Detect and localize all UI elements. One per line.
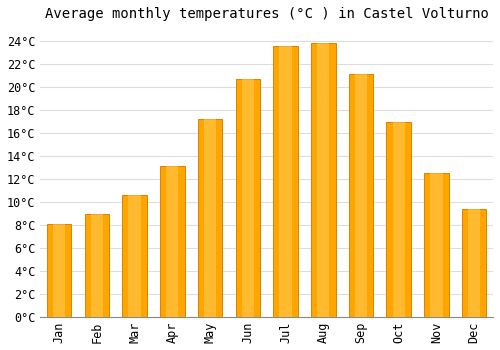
- Bar: [204, 119, 216, 317]
- Bar: [160, 166, 184, 317]
- Bar: [47, 224, 72, 317]
- Bar: [430, 173, 442, 317]
- Bar: [274, 46, 298, 317]
- Bar: [386, 122, 411, 317]
- Bar: [128, 195, 141, 317]
- Bar: [468, 209, 480, 317]
- Bar: [53, 224, 66, 317]
- Bar: [242, 78, 254, 317]
- Bar: [280, 46, 291, 317]
- Bar: [424, 173, 448, 317]
- Bar: [392, 122, 405, 317]
- Bar: [355, 74, 367, 317]
- Bar: [122, 195, 147, 317]
- Title: Average monthly temperatures (°C ) in Castel Volturno: Average monthly temperatures (°C ) in Ca…: [44, 7, 488, 21]
- Bar: [166, 166, 178, 317]
- Bar: [317, 43, 330, 317]
- Bar: [236, 78, 260, 317]
- Bar: [91, 215, 103, 317]
- Bar: [311, 43, 336, 317]
- Bar: [84, 215, 109, 317]
- Bar: [462, 209, 486, 317]
- Bar: [198, 119, 222, 317]
- Bar: [348, 74, 374, 317]
